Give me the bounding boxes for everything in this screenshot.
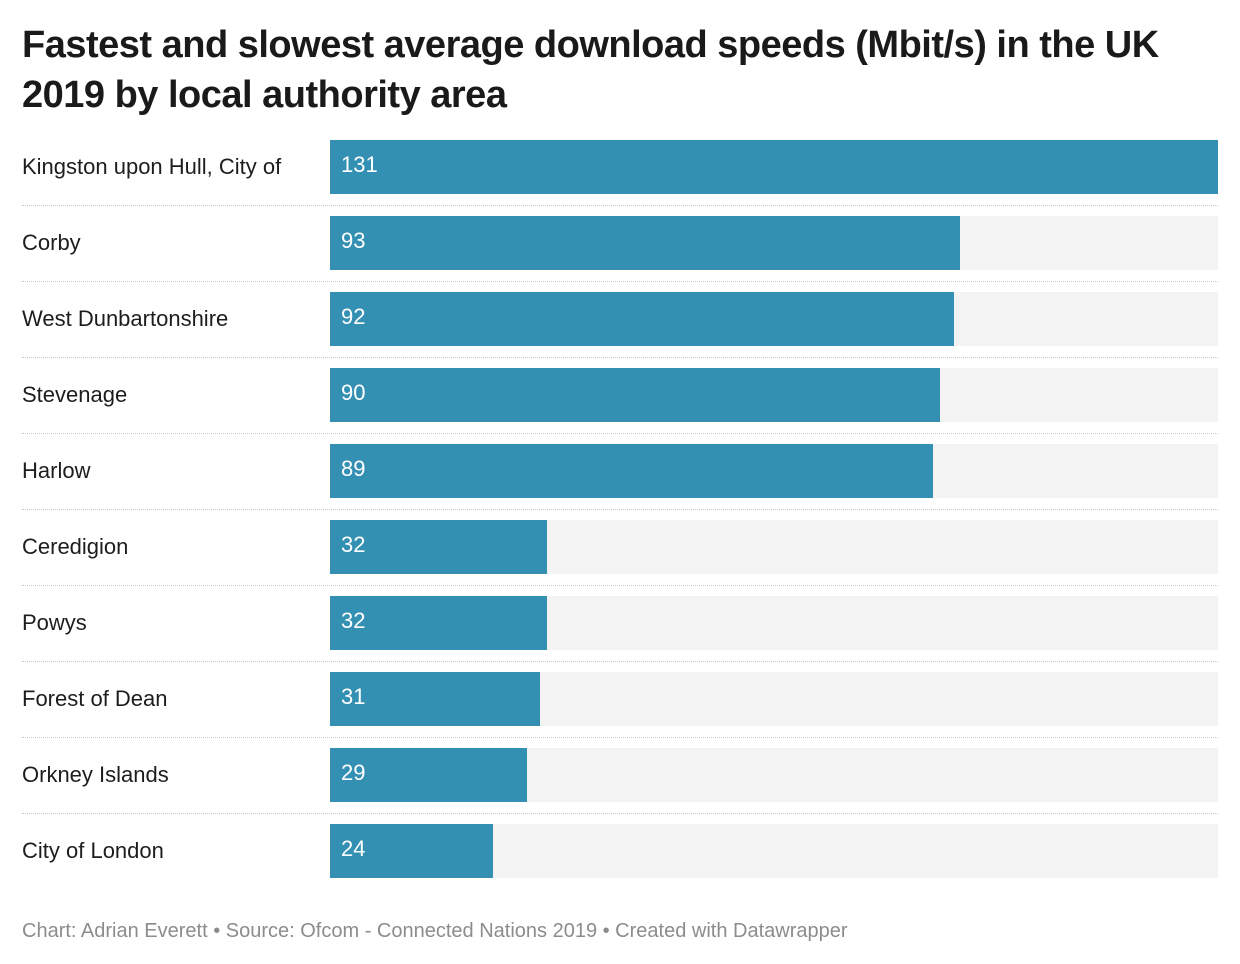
bar	[330, 140, 1218, 194]
row-divider	[22, 205, 1218, 206]
bar	[330, 368, 940, 422]
chart-footer-credits: Chart: Adrian Everett • Source: Ofcom - …	[22, 920, 848, 942]
bar	[330, 748, 527, 802]
bar	[330, 292, 954, 346]
bar-value-label: 90	[341, 380, 366, 405]
category-label: West Dunbartonshire	[22, 306, 229, 331]
category-label: Stevenage	[22, 382, 128, 407]
row-divider	[22, 281, 1218, 282]
row-divider	[22, 813, 1218, 814]
category-label: Harlow	[22, 458, 91, 483]
row-divider	[22, 661, 1218, 662]
bar	[330, 824, 493, 878]
row-divider	[22, 585, 1218, 586]
bar-value-label: 89	[341, 456, 366, 481]
bar-value-label: 93	[341, 228, 366, 253]
bar	[330, 672, 540, 726]
category-label: Forest of Dean	[22, 686, 168, 711]
bar	[330, 444, 933, 498]
bar	[330, 596, 547, 650]
bar-value-label: 32	[341, 608, 366, 633]
bar-value-label: 24	[341, 836, 366, 861]
bar-value-label: 131	[341, 152, 378, 177]
category-label: City of London	[22, 838, 164, 863]
category-label: Kingston upon Hull, City of	[22, 154, 282, 179]
bar-value-label: 31	[341, 684, 366, 709]
bar-value-label: 32	[341, 532, 366, 557]
category-label: Powys	[22, 610, 87, 635]
row-divider	[22, 509, 1218, 510]
bar	[330, 520, 547, 574]
category-label: Ceredigion	[22, 534, 129, 559]
bar	[330, 216, 960, 270]
bar-value-label: 92	[341, 304, 366, 329]
bar-value-label: 29	[341, 760, 366, 785]
category-label: Corby	[22, 230, 81, 255]
row-divider	[22, 433, 1218, 434]
chart-title: Fastest and slowest average download spe…	[22, 24, 1159, 116]
row-divider	[22, 357, 1218, 358]
row-divider	[22, 737, 1218, 738]
category-label: Orkney Islands	[22, 762, 169, 787]
